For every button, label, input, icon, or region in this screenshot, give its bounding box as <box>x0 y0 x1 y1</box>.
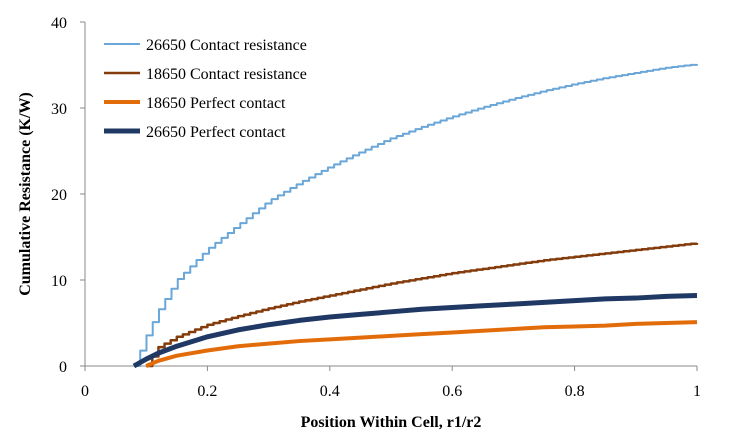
x-tick-label: 0 <box>81 383 89 400</box>
x-tick-label: 0.6 <box>442 383 462 400</box>
y-tick-label: 20 <box>51 187 67 204</box>
legend-label: 18650 Contact resistance <box>146 66 307 83</box>
legend-label: 18650 Perfect contact <box>146 95 286 112</box>
series-line-4 <box>132 292 698 369</box>
x-tick-label: 0.2 <box>197 383 217 400</box>
y-tick-label: 40 <box>51 15 67 32</box>
series-layer <box>132 63 699 369</box>
series-line-1 <box>133 63 698 367</box>
legend-label: 26650 Perfect contact <box>146 124 286 141</box>
x-axis-title: Position Within Cell, r1/r2 <box>301 414 482 431</box>
series-line-2 <box>146 242 699 368</box>
series-line-3 <box>145 320 698 368</box>
y-tick-label: 30 <box>51 101 67 118</box>
y-tick-label: 0 <box>59 359 67 376</box>
y-tick-label: 10 <box>51 273 67 290</box>
legend-label: 26650 Contact resistance <box>146 37 307 54</box>
legend: 26650 Contact resistance 18650 Contact re… <box>104 37 307 141</box>
x-tick-label: 1 <box>693 383 701 400</box>
y-axis-title: Cumulative Resistance (K/W) <box>17 92 34 296</box>
x-tick-label: 0.8 <box>565 383 585 400</box>
x-tick-label: 0.4 <box>320 383 340 400</box>
